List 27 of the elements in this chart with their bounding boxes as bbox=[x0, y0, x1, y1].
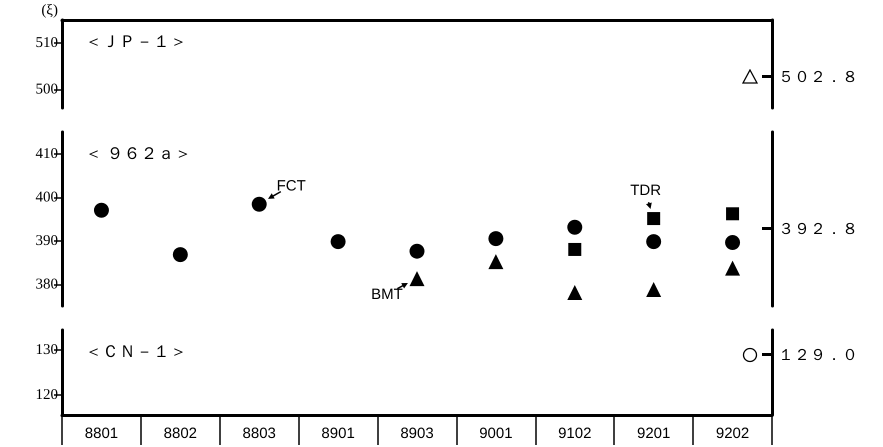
annotation: TDR bbox=[630, 182, 662, 200]
x-tick-label: 9202 bbox=[716, 425, 750, 442]
x-tick-label: 8801 bbox=[84, 425, 118, 442]
y-tick-label: 510 bbox=[36, 35, 58, 52]
y-tick-label: 400 bbox=[36, 189, 58, 206]
annotation: FCT bbox=[276, 178, 306, 195]
y-tick-label: 410 bbox=[36, 146, 58, 162]
text: ＜ＣＮ－１＞ bbox=[85, 342, 187, 361]
x-tick-label: 9001 bbox=[479, 425, 513, 442]
y-axis-title: (ξ) bbox=[41, 2, 58, 18]
text: ＜ＪＰ－１＞ bbox=[85, 32, 187, 51]
y-tick-label: 390 bbox=[36, 232, 58, 249]
x-tick-label: 9102 bbox=[558, 425, 592, 442]
annotation: BMT bbox=[371, 286, 403, 304]
ref-line-label: ３９２．８ bbox=[778, 219, 858, 238]
y-tick-label: 130 bbox=[36, 342, 58, 358]
x-tick-label: 8903 bbox=[400, 425, 434, 442]
ref-line-label: １２９．０ bbox=[778, 345, 858, 364]
ref-line-label: ５０２．８ bbox=[778, 67, 858, 86]
text: ＜ ９６２ａ＞ bbox=[85, 144, 192, 163]
x-tick-label: 8803 bbox=[242, 425, 276, 442]
x-tick-label: 8802 bbox=[164, 425, 198, 442]
y-tick-label: 500 bbox=[36, 81, 58, 98]
x-tick-label: 8901 bbox=[321, 425, 355, 442]
y-tick-label: 380 bbox=[36, 276, 58, 292]
x-tick-label: 9201 bbox=[636, 425, 670, 442]
y-tick-label: 120 bbox=[36, 386, 58, 403]
